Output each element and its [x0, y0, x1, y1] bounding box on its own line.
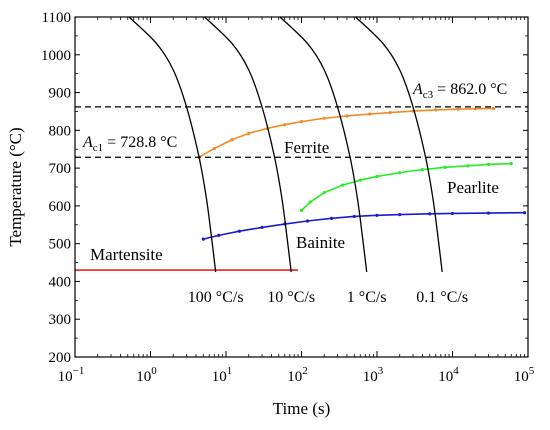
series-bainite-point	[201, 237, 205, 241]
x-tick-label-6: 105	[514, 365, 535, 385]
series-ferrite-point	[491, 106, 496, 111]
cooling-rate-label-2: 1 °C/s	[347, 289, 387, 306]
phase-label-martensite: Martensite	[90, 245, 163, 264]
series-layer	[75, 106, 527, 271]
series-ferrite-point	[456, 107, 461, 111]
series-pearlite-point	[509, 161, 513, 166]
phase-label-ferrite: Ferrite	[284, 138, 329, 157]
x-tick-label-5: 104	[438, 365, 459, 385]
series-pearlite-point	[308, 200, 312, 204]
series-ferrite-point	[434, 108, 438, 112]
series-ferrite-point	[247, 131, 251, 135]
y-tick-label-1: 300	[49, 312, 72, 328]
ref-label-c1: Ac1 = 728.8 °C	[82, 134, 177, 154]
x-axis-title: Time (s)	[273, 399, 330, 418]
y-tick-label-9: 1100	[42, 10, 71, 26]
series-ferrite-point	[299, 120, 304, 124]
series-pearlite-point	[299, 208, 304, 213]
x-tick-label-2: 101	[212, 365, 233, 385]
y-tick-label-4: 600	[49, 199, 72, 215]
series-bainite-point	[398, 212, 402, 217]
series-ferrite-point	[230, 138, 234, 142]
series-bainite-point	[237, 229, 241, 233]
y-tick-label-6: 800	[49, 123, 72, 139]
y-tick-label-8: 1000	[41, 48, 71, 64]
series-pearlite-point	[466, 164, 470, 168]
series-ferrite-point	[368, 112, 372, 116]
series-bainite-point	[450, 211, 455, 216]
series-ferrite-point	[473, 107, 477, 111]
series-pearlite-point	[358, 178, 362, 182]
reference-lines-layer	[75, 106, 528, 158]
cooling-rate-label-3: 0.1 °C/s	[416, 289, 468, 306]
series-bainite-point	[260, 225, 264, 230]
ref-label-c3: Ac3 = 862.0 °C	[412, 81, 507, 101]
series-bainite-point	[352, 214, 356, 219]
y-tick-label-2: 400	[49, 274, 72, 290]
series-ferrite-line	[198, 107, 494, 158]
y-tick-label-5: 700	[49, 161, 72, 177]
series-pearlite-point	[398, 171, 402, 175]
series-pearlite-line	[300, 162, 512, 211]
series-bainite-point	[305, 219, 310, 223]
x-tick-label-1: 100	[136, 365, 157, 385]
series-pearlite-point	[420, 168, 425, 172]
x-tick-label-0: 10−1	[58, 365, 85, 385]
series-ferrite-point	[388, 110, 392, 115]
series-ferrite-point	[212, 146, 216, 151]
cooling-curve-0	[128, 17, 217, 273]
series-bainite-point	[428, 212, 432, 216]
series-ferrite-point	[283, 123, 287, 127]
series-bainite-line	[203, 211, 525, 240]
series-bainite-point	[375, 213, 379, 217]
axis-ticks-layer: 200 300 400 500 600 700 800 900 1000 1100 10−1 100 1…	[41, 10, 535, 385]
y-axis-title: Temperature (°C)	[6, 127, 25, 246]
labels-layer: 100 °C/s 10 °C/s 1 °C/s 0.1 °C/s Ferrite Pear…	[6, 81, 507, 418]
y-tick-label-0: 200	[49, 350, 72, 366]
series-bainite-point	[486, 211, 491, 215]
cooling-curve-1	[204, 17, 292, 273]
cooling-rate-label-0: 100 °C/s	[188, 289, 244, 306]
series-pearlite-point	[375, 174, 379, 179]
series-ferrite-point	[322, 116, 326, 120]
cooling-rate-label-1: 10 °C/s	[267, 289, 315, 306]
series-pearlite-point	[340, 183, 345, 187]
cooling-curve-2	[279, 17, 368, 273]
series-bainite-point	[522, 211, 527, 215]
series-pearlite-point	[486, 162, 491, 166]
x-tick-label-4: 103	[363, 365, 384, 385]
y-tick-label-7: 900	[49, 86, 72, 102]
series-bainite-point	[329, 216, 334, 220]
x-tick-label-3: 102	[287, 365, 308, 385]
series-pearlite-point	[322, 191, 326, 195]
series-pearlite-point	[443, 165, 447, 169]
phase-label-pearlite: Pearlite	[447, 178, 499, 197]
y-tick-label-3: 500	[49, 237, 72, 253]
series-bainite-point	[217, 233, 221, 237]
series-ferrite-point	[345, 114, 349, 118]
phase-label-bainite: Bainite	[296, 233, 345, 252]
cooling-curve-3	[355, 17, 443, 273]
cooling-curves-layer	[128, 17, 443, 273]
